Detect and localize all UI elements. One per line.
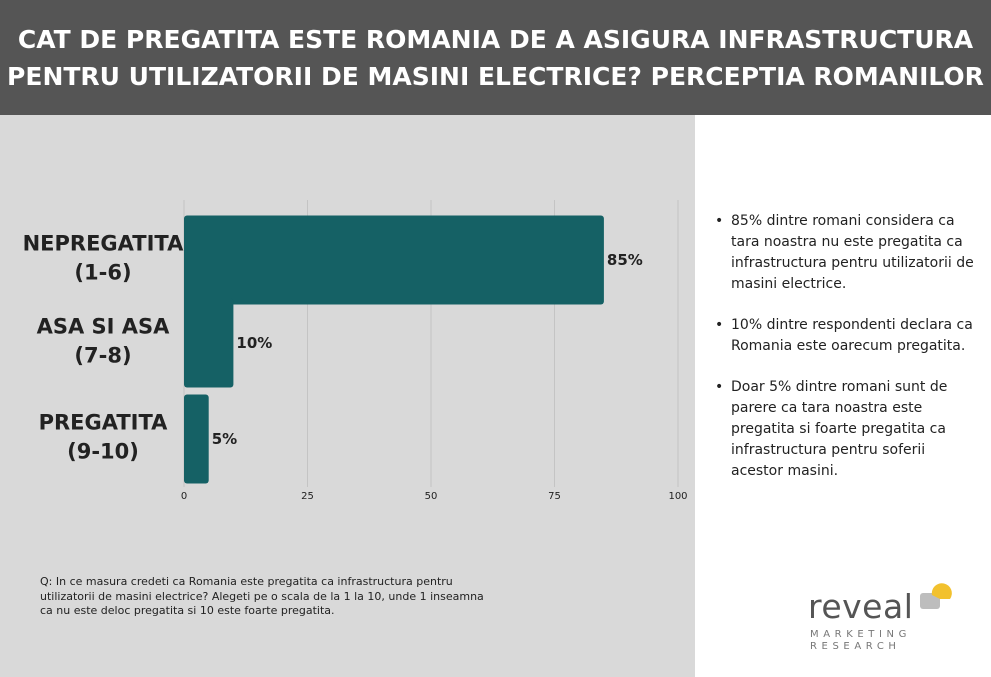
category-label-1-line-2: (1-6) bbox=[74, 261, 131, 285]
category-label-2-line-1: ASA SI ASA bbox=[37, 315, 171, 339]
category-label-1-line-1: NEPREGATITA bbox=[23, 232, 185, 256]
category-label-3-line-2: (9-10) bbox=[67, 440, 139, 464]
chart-panel: 0 25 50 75 100 NEPREGATITA (1-6) 85% ASA SI ASA (… bbox=[0, 115, 695, 677]
value-label-1: 85% bbox=[607, 251, 643, 269]
x-tick-label-0: 0 bbox=[181, 491, 187, 502]
value-label-3: 5% bbox=[212, 430, 237, 448]
category-label-3-line-1: PREGATITA bbox=[39, 411, 169, 435]
x-tick-label-25: 25 bbox=[301, 491, 314, 502]
finding-text-3: Doar 5% dintre romani sunt de parere ca … bbox=[731, 379, 948, 479]
x-tick-label-100: 100 bbox=[668, 491, 687, 502]
bullet-icon: • bbox=[715, 213, 724, 229]
logo-subtitle-1: MARKETING bbox=[810, 629, 911, 640]
x-tick-label-75: 75 bbox=[548, 491, 561, 502]
bar-1 bbox=[184, 215, 604, 305]
bar-chart: 0 25 50 75 100 NEPREGATITA (1-6) 85% ASA SI ASA (… bbox=[23, 200, 688, 503]
bars bbox=[184, 215, 604, 484]
finding-item-3: • Doar 5% dintre romani sunt de parere ca… bbox=[715, 377, 977, 482]
finding-text-2: 10% dintre respondenti declara ca Romani… bbox=[731, 317, 973, 354]
bullet-icon: • bbox=[715, 379, 724, 395]
logo-mark-icon bbox=[920, 583, 952, 609]
survey-question: Q: In ce masura credeti ca Romania este … bbox=[40, 575, 484, 617]
bullet-icon: • bbox=[715, 317, 724, 333]
notes-panel: • 85% dintre romani considera ca tara noa… bbox=[695, 115, 991, 677]
page-title-line-1: CAT DE PREGATITA ESTE ROMANIA DE A ASIGU… bbox=[17, 24, 974, 54]
value-label-2: 10% bbox=[236, 334, 272, 352]
finding-text-1: 85% dintre romani considera ca tara noas… bbox=[731, 213, 974, 292]
logo-subtitle-2: RESEARCH bbox=[810, 641, 901, 652]
page-title-line-2: PENTRU UTILIZATORII DE MASINI ELECTRICE?… bbox=[7, 61, 984, 91]
key-findings-list: • 85% dintre romani considera ca tara noa… bbox=[715, 211, 977, 502]
logo-wordmark: reveal bbox=[808, 587, 914, 626]
finding-item-1: • 85% dintre romani considera ca tara noa… bbox=[715, 211, 977, 295]
header-banner: CAT DE PREGATITA ESTE ROMANIA DE A ASIGU… bbox=[0, 0, 991, 115]
finding-item-2: • 10% dintre respondenti declara ca Roman… bbox=[715, 315, 977, 357]
x-tick-label-50: 50 bbox=[425, 491, 438, 502]
category-label-2-line-2: (7-8) bbox=[74, 344, 131, 368]
bar-2 bbox=[184, 298, 234, 388]
chart-labels: 0 25 50 75 100 NEPREGATITA (1-6) 85% ASA SI ASA (… bbox=[23, 232, 688, 503]
bar-3 bbox=[184, 394, 209, 484]
reveal-logo: reveal MARKETING RESEARCH bbox=[808, 583, 958, 663]
